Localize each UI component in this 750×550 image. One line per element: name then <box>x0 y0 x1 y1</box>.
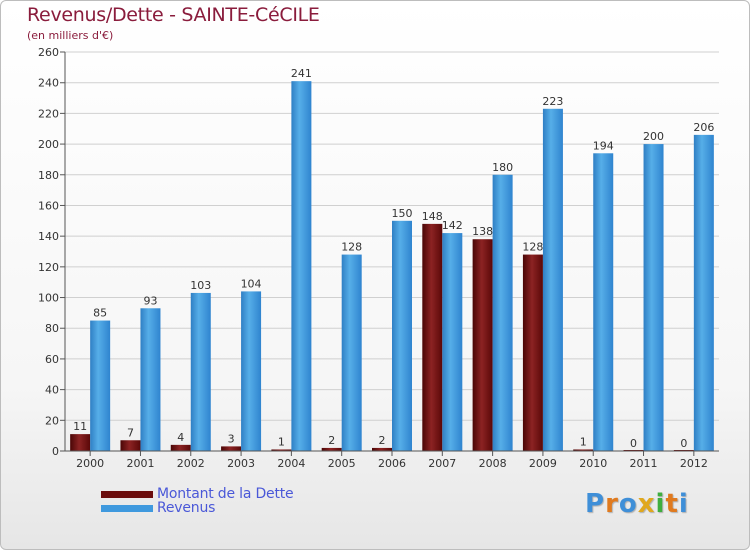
data-label-revenue: 200 <box>643 130 664 143</box>
x-tick-label: 2009 <box>529 457 557 470</box>
chart-subtitle: (en milliers d'€) <box>27 29 114 42</box>
x-tick-label: 2001 <box>126 457 154 470</box>
bar-revenue <box>693 134 714 451</box>
data-label-debt: 2 <box>379 434 386 447</box>
bar-revenue <box>542 108 563 452</box>
data-label-debt: 4 <box>177 431 184 444</box>
x-tick-label: 2002 <box>177 457 205 470</box>
x-tick-label: 2011 <box>630 457 658 470</box>
bar-revenue <box>492 174 513 451</box>
y-tick-label: 220 <box>38 107 59 120</box>
x-tick-label: 2010 <box>579 457 607 470</box>
data-label-revenue: 85 <box>93 307 107 320</box>
y-tick-label: 40 <box>45 384 59 397</box>
data-label-revenue: 206 <box>693 121 714 134</box>
y-tick-label: 60 <box>45 353 59 366</box>
chart-title: Revenus/Dette - SAINTE-CéCILE <box>27 4 320 26</box>
bar-revenue <box>341 254 362 451</box>
bar-revenue <box>593 153 614 452</box>
data-label-debt: 1 <box>278 435 285 448</box>
logo-letter: x <box>637 489 656 519</box>
data-label-revenue: 223 <box>542 95 563 108</box>
legend-label-revenue: Revenus <box>157 500 216 516</box>
legend: Montant de la Dette Revenus <box>101 486 294 516</box>
data-label-debt: 0 <box>630 437 637 450</box>
legend-swatch-revenue <box>101 504 153 512</box>
logo-letter: P <box>585 489 606 519</box>
x-tick-label: 2003 <box>227 457 255 470</box>
data-label-debt: 148 <box>422 210 443 223</box>
bar-debt <box>120 440 141 451</box>
x-tick-label: 2000 <box>76 457 104 470</box>
legend-item-debt: Montant de la Dette <box>101 486 294 502</box>
data-label-revenue: 194 <box>593 139 614 152</box>
y-tick-label: 0 <box>52 445 59 458</box>
bar-debt <box>170 444 191 451</box>
bar-debt <box>70 434 91 451</box>
data-label-revenue: 180 <box>492 161 513 174</box>
bar-revenue <box>140 308 161 451</box>
y-tick-label: 260 <box>38 46 59 59</box>
logo-letter: i <box>678 489 689 519</box>
data-label-debt: 0 <box>680 437 687 450</box>
logo-letter: i <box>655 489 666 519</box>
data-label-debt: 1 <box>580 435 587 448</box>
data-label-debt: 128 <box>522 241 543 254</box>
y-tick-label: 240 <box>38 77 59 90</box>
bars <box>70 81 714 452</box>
bar-revenue <box>241 291 262 451</box>
bar-debt <box>321 447 342 451</box>
data-label-debt: 2 <box>328 434 335 447</box>
bar-revenue <box>90 320 111 451</box>
logo-letter: r <box>605 489 619 519</box>
bar-revenue <box>392 220 412 451</box>
data-label-debt: 11 <box>73 420 87 433</box>
bar-revenue <box>643 144 664 452</box>
bar-debt <box>372 447 392 451</box>
x-tick-label: 2012 <box>680 457 708 470</box>
data-label-revenue: 150 <box>392 207 413 220</box>
x-tick-label: 2005 <box>328 457 356 470</box>
data-label-revenue: 128 <box>341 241 362 254</box>
logo-letter: t <box>665 489 679 519</box>
bar-debt <box>522 254 543 451</box>
y-tick-label: 140 <box>38 230 59 243</box>
y-tick-label: 180 <box>38 169 59 182</box>
bar-debt <box>221 446 242 451</box>
legend-label-debt: Montant de la Dette <box>157 486 294 502</box>
x-tick-label: 2007 <box>428 457 456 470</box>
data-label-revenue: 104 <box>241 277 262 290</box>
y-tick-label: 120 <box>38 261 59 274</box>
y-tick-label: 100 <box>38 292 59 305</box>
bar-debt <box>271 449 292 451</box>
y-tick-label: 20 <box>45 414 59 427</box>
data-label-debt: 3 <box>228 432 235 445</box>
bar-revenue <box>291 81 312 452</box>
data-label-revenue: 103 <box>190 279 211 292</box>
x-tick-label: 2008 <box>479 457 507 470</box>
y-tick-label: 200 <box>38 138 59 151</box>
data-label-debt: 138 <box>472 225 493 238</box>
data-label-revenue: 93 <box>143 294 157 307</box>
x-tick-label: 2004 <box>277 457 305 470</box>
data-label-debt: 7 <box>127 426 134 439</box>
data-label-revenue: 142 <box>442 219 463 232</box>
data-label-revenue: 241 <box>291 67 312 80</box>
x-tick-label: 2006 <box>378 457 406 470</box>
axes: 0204060801001201401601802002202402602000… <box>38 46 719 470</box>
bar-revenue <box>190 292 211 451</box>
proxiti-logo: Proxiti <box>585 489 689 519</box>
legend-swatch-debt <box>101 490 153 498</box>
logo-letter: o <box>618 489 638 519</box>
bar-debt <box>573 449 594 451</box>
y-tick-label: 160 <box>38 199 59 212</box>
legend-item-revenue: Revenus <box>101 500 293 516</box>
bar-revenue <box>442 233 463 451</box>
bar-debt <box>472 239 493 451</box>
y-tick-label: 80 <box>45 322 59 335</box>
bar-debt <box>422 223 443 451</box>
